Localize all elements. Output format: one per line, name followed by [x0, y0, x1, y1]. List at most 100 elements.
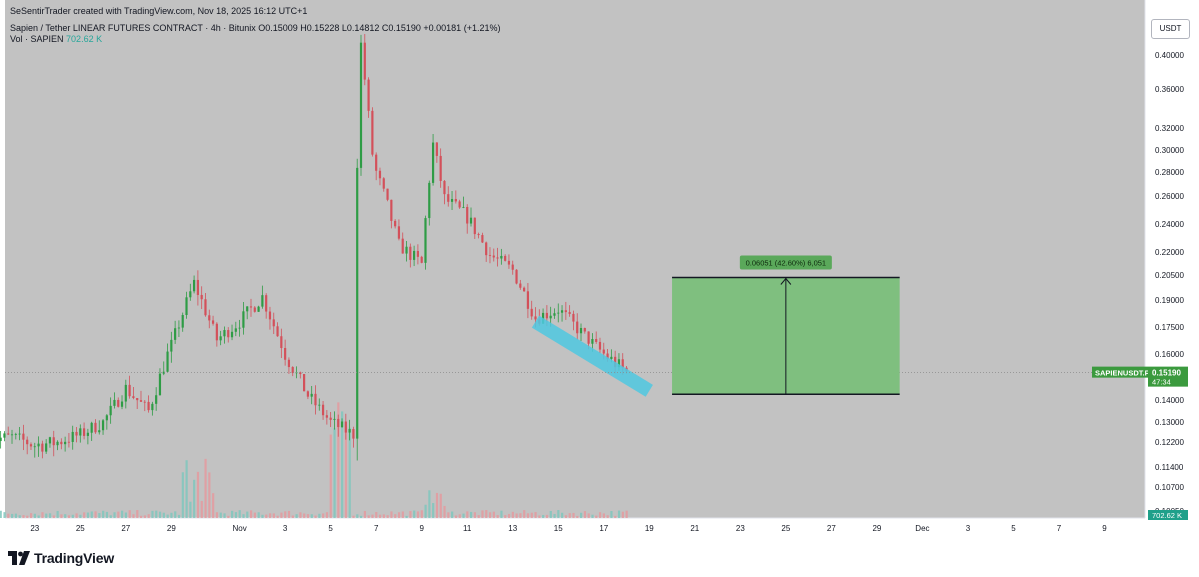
candle-body — [22, 433, 25, 440]
candle-body — [530, 308, 533, 317]
candle-body — [560, 310, 564, 313]
x-tick-label: 5 — [1011, 524, 1016, 533]
volume-bar — [591, 514, 594, 518]
volume-bar — [481, 510, 484, 518]
price-chart[interactable]: 0.40000 0.36000 0.32000 0.30000 0.28000 0.260… — [0, 0, 1199, 540]
candle-body — [75, 431, 78, 436]
volume-bar — [299, 512, 302, 518]
y-tick-label: 0.10700 — [1155, 483, 1184, 492]
volume-bar — [291, 515, 294, 518]
volume-bar — [193, 479, 196, 518]
x-tick-label: 13 — [508, 524, 517, 533]
currency-button[interactable]: USDT — [1151, 19, 1190, 39]
candle-body — [504, 255, 507, 261]
candle-body — [192, 279, 196, 292]
candle-body — [394, 220, 397, 227]
volume-bar — [553, 513, 556, 518]
y-tick-label: 0.14000 — [1155, 396, 1184, 405]
candle-body — [610, 356, 613, 359]
candle-body — [287, 359, 291, 368]
volume-bar — [610, 511, 613, 518]
volume-bar — [212, 493, 215, 518]
volume-bar — [447, 512, 450, 518]
volume-badge: 702.62 K — [1152, 511, 1182, 520]
volume-bar — [356, 514, 359, 518]
candle-body — [473, 217, 476, 235]
volume-bar — [333, 428, 336, 518]
candle-body — [367, 79, 370, 111]
x-tick-label: Dec — [915, 524, 929, 533]
volume-bar — [3, 512, 6, 518]
candle-body — [109, 405, 112, 416]
volume-bar — [511, 511, 514, 518]
volume-bar — [158, 511, 162, 518]
candle-body — [189, 291, 192, 298]
candle-body — [344, 421, 347, 433]
volume-bar — [185, 460, 188, 518]
x-tick-label: 9 — [1102, 524, 1107, 533]
volume-bar — [60, 514, 63, 518]
candle-body — [117, 399, 120, 407]
y-tick-label: 0.28000 — [1155, 168, 1184, 177]
volume-bar — [561, 512, 564, 518]
volume-bar — [526, 513, 530, 518]
candle-body — [71, 431, 74, 442]
volume-bar — [147, 514, 150, 518]
chart-area[interactable]: 0.40000 0.36000 0.32000 0.30000 0.28000 0.260… — [0, 0, 1199, 540]
candle-body — [443, 180, 446, 195]
volume-bar — [435, 492, 439, 518]
x-tick-label: 17 — [599, 524, 608, 533]
volume-bar — [18, 515, 21, 518]
volume-bar — [249, 510, 253, 518]
volume-bar — [325, 512, 329, 518]
volume-bar — [454, 515, 458, 518]
candle-body — [147, 401, 150, 411]
candle-body — [166, 351, 169, 372]
candle-body — [18, 433, 21, 435]
candle-body — [515, 269, 518, 284]
volume-bar — [200, 500, 203, 518]
volume-bar — [117, 511, 120, 518]
candle-body — [0, 437, 2, 442]
volume-bar — [318, 513, 321, 518]
candle-body — [132, 396, 135, 399]
volume-value: 702.62 K — [66, 34, 103, 44]
volume-bar — [420, 510, 423, 518]
y-tick-label: 0.36000 — [1155, 85, 1184, 94]
volume-bar — [242, 514, 245, 518]
volume-bar — [45, 513, 48, 518]
volume-bar — [143, 515, 146, 518]
candle-body — [477, 234, 480, 236]
candle-body — [196, 279, 199, 295]
tradingview-logo[interactable]: TradingView — [8, 550, 114, 566]
candle-body — [86, 432, 89, 436]
volume-bar — [128, 510, 131, 518]
x-tick-label: 3 — [283, 524, 288, 533]
candle-body — [485, 242, 488, 256]
x-tick-label: 15 — [554, 524, 563, 533]
candle-body — [56, 441, 59, 446]
candle-body — [306, 391, 309, 397]
volume-bar — [462, 513, 465, 518]
volume-bar — [181, 472, 184, 518]
volume-bar — [52, 515, 55, 518]
volume-bar — [386, 515, 389, 518]
candle-body — [549, 315, 552, 319]
volume-bar — [409, 511, 412, 518]
y-tick-label: 0.16000 — [1155, 350, 1184, 359]
candle-body — [333, 418, 336, 420]
x-tick-label: 25 — [76, 524, 85, 533]
volume-bar — [587, 513, 590, 518]
candle-body — [64, 441, 67, 445]
y-tick-label: 0.13000 — [1155, 418, 1184, 427]
volume-bar — [477, 515, 480, 518]
descending-channel — [531, 315, 653, 397]
chart-credit: SeSentirTrader created with TradingView.… — [10, 6, 308, 16]
candle-body — [462, 206, 465, 208]
candle-body — [82, 428, 86, 436]
candle-body — [215, 323, 218, 341]
x-tick-label: 27 — [827, 524, 836, 533]
volume-bar — [71, 514, 74, 518]
volume-bar — [151, 510, 154, 518]
volume-bar — [606, 515, 609, 518]
